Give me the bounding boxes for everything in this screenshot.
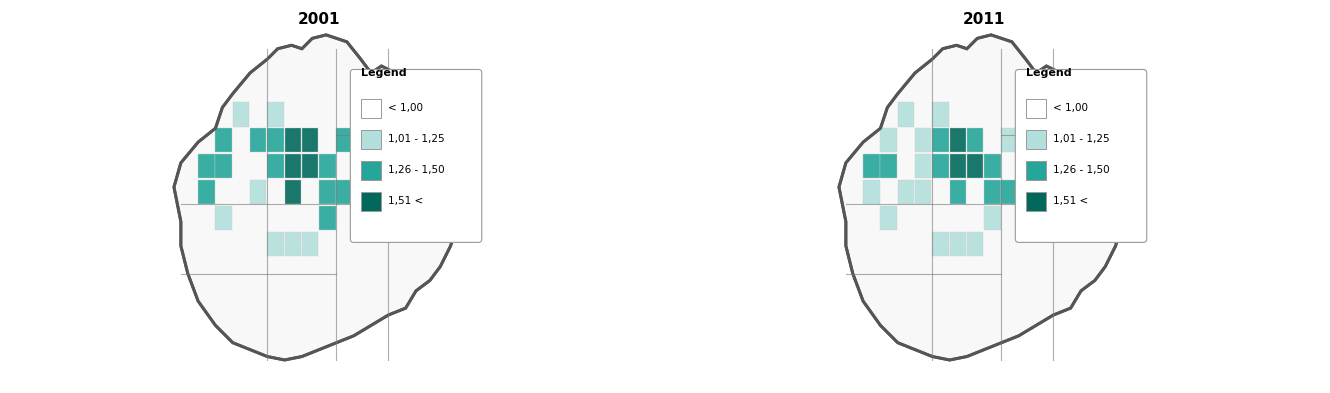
Bar: [967, 154, 983, 178]
Bar: [1001, 180, 1017, 204]
Bar: [950, 154, 966, 178]
Bar: [250, 180, 266, 204]
Bar: [1036, 128, 1052, 152]
Bar: [1053, 154, 1069, 178]
Bar: [950, 128, 966, 152]
Bar: [1053, 102, 1069, 127]
Bar: [354, 206, 370, 230]
Bar: [898, 180, 914, 204]
Text: 1,01 - 1,25: 1,01 - 1,25: [388, 134, 446, 144]
Bar: [1071, 180, 1087, 204]
FancyBboxPatch shape: [1025, 192, 1047, 211]
Bar: [915, 128, 931, 152]
Bar: [1019, 102, 1035, 127]
Bar: [319, 154, 335, 178]
Bar: [984, 180, 1000, 204]
Bar: [215, 206, 231, 230]
Text: Legend: Legend: [360, 68, 407, 78]
Bar: [967, 231, 983, 256]
Bar: [285, 128, 301, 152]
Bar: [863, 154, 879, 178]
Bar: [250, 128, 266, 152]
Bar: [1088, 154, 1104, 178]
Bar: [285, 154, 301, 178]
FancyBboxPatch shape: [1025, 161, 1047, 180]
Bar: [285, 231, 301, 256]
Bar: [198, 154, 214, 178]
Bar: [898, 102, 914, 127]
Bar: [319, 180, 335, 204]
Bar: [915, 154, 931, 178]
Text: 1,01 - 1,25: 1,01 - 1,25: [1053, 134, 1111, 144]
Bar: [863, 180, 879, 204]
Bar: [388, 102, 404, 127]
FancyBboxPatch shape: [1025, 99, 1047, 118]
FancyBboxPatch shape: [360, 99, 382, 118]
Bar: [423, 154, 439, 178]
Bar: [354, 76, 370, 101]
Bar: [215, 128, 231, 152]
Bar: [932, 102, 948, 127]
Bar: [302, 231, 318, 256]
Text: 1,51 <: 1,51 <: [388, 196, 424, 206]
Polygon shape: [174, 35, 475, 360]
Bar: [984, 206, 1000, 230]
Bar: [967, 128, 983, 152]
Bar: [880, 154, 896, 178]
Bar: [932, 231, 948, 256]
Title: 2011: 2011: [963, 13, 1005, 28]
Title: 2001: 2001: [298, 13, 340, 28]
FancyBboxPatch shape: [360, 192, 382, 211]
Bar: [354, 102, 370, 127]
Bar: [406, 180, 422, 204]
Bar: [319, 206, 335, 230]
Bar: [267, 231, 283, 256]
Bar: [880, 128, 896, 152]
Bar: [336, 180, 352, 204]
Bar: [371, 180, 387, 204]
Bar: [440, 128, 456, 152]
Bar: [1105, 128, 1121, 152]
Bar: [1001, 128, 1017, 152]
Text: 1,26 - 1,50: 1,26 - 1,50: [388, 165, 446, 175]
Bar: [950, 231, 966, 256]
Bar: [932, 128, 948, 152]
Bar: [1088, 102, 1104, 127]
Bar: [215, 154, 231, 178]
Bar: [915, 180, 931, 204]
Bar: [302, 128, 318, 152]
Bar: [267, 128, 283, 152]
Text: 1,51 <: 1,51 <: [1053, 196, 1089, 206]
Text: Legend: Legend: [1025, 68, 1072, 78]
FancyBboxPatch shape: [350, 70, 481, 242]
Text: 1,26 - 1,50: 1,26 - 1,50: [1053, 165, 1111, 175]
Bar: [984, 154, 1000, 178]
Bar: [336, 128, 352, 152]
Bar: [423, 102, 439, 127]
Bar: [1019, 76, 1035, 101]
Text: < 1,00: < 1,00: [1053, 103, 1088, 112]
Bar: [285, 180, 301, 204]
Text: < 1,00: < 1,00: [388, 103, 423, 112]
Bar: [267, 102, 283, 127]
FancyBboxPatch shape: [360, 130, 382, 149]
Bar: [371, 128, 387, 152]
FancyBboxPatch shape: [1015, 70, 1146, 242]
Bar: [880, 206, 896, 230]
Bar: [233, 102, 249, 127]
Bar: [198, 180, 214, 204]
FancyBboxPatch shape: [1025, 130, 1047, 149]
Bar: [1036, 180, 1052, 204]
Bar: [267, 154, 283, 178]
Bar: [950, 180, 966, 204]
Bar: [302, 154, 318, 178]
Polygon shape: [839, 35, 1140, 360]
FancyBboxPatch shape: [360, 161, 382, 180]
Bar: [932, 154, 948, 178]
Bar: [1019, 206, 1035, 230]
